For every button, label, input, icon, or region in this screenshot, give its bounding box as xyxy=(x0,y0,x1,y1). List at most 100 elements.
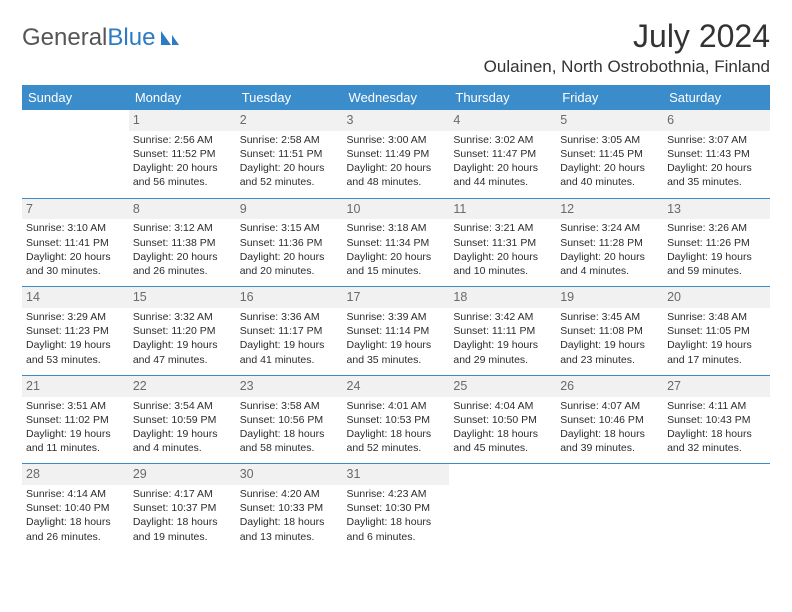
sunset-text: Sunset: 11:34 PM xyxy=(347,236,446,250)
day-number: 22 xyxy=(129,376,236,397)
day-number: 8 xyxy=(129,199,236,220)
day-number: 28 xyxy=(22,464,129,485)
sunrise-text: Sunrise: 3:26 AM xyxy=(667,221,766,235)
calendar-cell: 17Sunrise: 3:39 AMSunset: 11:14 PMDaylig… xyxy=(343,287,450,376)
calendar-cell xyxy=(663,464,770,552)
daylight-text: Daylight: 19 hours and 35 minutes. xyxy=(347,338,446,366)
daylight-text: Daylight: 19 hours and 41 minutes. xyxy=(240,338,339,366)
day-number: 12 xyxy=(556,199,663,220)
daylight-text: Daylight: 19 hours and 23 minutes. xyxy=(560,338,659,366)
day-number: 14 xyxy=(22,287,129,308)
sunrise-text: Sunrise: 3:48 AM xyxy=(667,310,766,324)
daylight-text: Daylight: 19 hours and 59 minutes. xyxy=(667,250,766,278)
day-header: Sunday xyxy=(22,85,129,110)
sunset-text: Sunset: 10:43 PM xyxy=(667,413,766,427)
calendar-cell xyxy=(449,464,556,552)
day-number: 17 xyxy=(343,287,450,308)
daylight-text: Daylight: 18 hours and 52 minutes. xyxy=(347,427,446,455)
sunset-text: Sunset: 10:53 PM xyxy=(347,413,446,427)
calendar-cell: 18Sunrise: 3:42 AMSunset: 11:11 PMDaylig… xyxy=(449,287,556,376)
day-number: 31 xyxy=(343,464,450,485)
day-number: 7 xyxy=(22,199,129,220)
sunset-text: Sunset: 11:43 PM xyxy=(667,147,766,161)
daylight-text: Daylight: 20 hours and 20 minutes. xyxy=(240,250,339,278)
logo-text-1: General xyxy=(22,24,107,52)
sunrise-text: Sunrise: 4:17 AM xyxy=(133,487,232,501)
sunset-text: Sunset: 11:49 PM xyxy=(347,147,446,161)
sunset-text: Sunset: 11:08 PM xyxy=(560,324,659,338)
sunset-text: Sunset: 10:30 PM xyxy=(347,501,446,515)
day-number: 27 xyxy=(663,376,770,397)
sunrise-text: Sunrise: 3:58 AM xyxy=(240,399,339,413)
calendar-cell: 29Sunrise: 4:17 AMSunset: 10:37 PMDaylig… xyxy=(129,464,236,552)
day-number: 30 xyxy=(236,464,343,485)
sunrise-text: Sunrise: 4:23 AM xyxy=(347,487,446,501)
header: GeneralBlue July 2024 Oulainen, North Os… xyxy=(22,18,770,77)
sunrise-text: Sunrise: 4:11 AM xyxy=(667,399,766,413)
day-number: 6 xyxy=(663,110,770,131)
calendar-cell: 9Sunrise: 3:15 AMSunset: 11:36 PMDayligh… xyxy=(236,198,343,287)
sunrise-text: Sunrise: 4:01 AM xyxy=(347,399,446,413)
calendar-cell: 15 Sunrise: 3:32 AMSunset: 11:20 PMDaylig… xyxy=(129,287,236,376)
sunrise-text: Sunrise: 3:39 AM xyxy=(347,310,446,324)
sunrise-text: Sunrise: 3:12 AM xyxy=(133,221,232,235)
sunset-text: Sunset: 11:26 PM xyxy=(667,236,766,250)
calendar-table: SundayMondayTuesdayWednesdayThursdayFrid… xyxy=(22,85,770,552)
month-title: July 2024 xyxy=(484,18,770,55)
sunrise-text: Sunrise: 3:07 AM xyxy=(667,133,766,147)
calendar-cell: 14Sunrise: 3:29 AMSunset: 11:23 PMDaylig… xyxy=(22,287,129,376)
sunrise-text: Sunrise: 2:56 AM xyxy=(133,133,232,147)
sunrise-text: Sunrise: 3:42 AM xyxy=(453,310,552,324)
calendar-cell: 1Sunrise: 2:56 AMSunset: 11:52 PMDayligh… xyxy=(129,110,236,198)
daylight-text: Daylight: 18 hours and 26 minutes. xyxy=(26,515,125,543)
sunset-text: Sunset: 11:28 PM xyxy=(560,236,659,250)
daylight-text: Daylight: 19 hours and 4 minutes. xyxy=(133,427,232,455)
daylight-text: Daylight: 20 hours and 26 minutes. xyxy=(133,250,232,278)
daylight-text: Daylight: 18 hours and 39 minutes. xyxy=(560,427,659,455)
logo: GeneralBlue xyxy=(22,18,181,52)
sunrise-text: Sunrise: 3:02 AM xyxy=(453,133,552,147)
day-header: Saturday xyxy=(663,85,770,110)
sunset-text: Sunset: 11:36 PM xyxy=(240,236,339,250)
day-number: 15 xyxy=(129,287,236,308)
calendar-cell: 31Sunrise: 4:23 AMSunset: 10:30 PMDaylig… xyxy=(343,464,450,552)
day-number: 10 xyxy=(343,199,450,220)
title-block: July 2024 Oulainen, North Ostrobothnia, … xyxy=(484,18,770,77)
calendar-cell: 13Sunrise: 3:26 AMSunset: 11:26 PMDaylig… xyxy=(663,198,770,287)
calendar-week: 21Sunrise: 3:51 AMSunset: 11:02 PMDaylig… xyxy=(22,375,770,464)
daylight-text: Daylight: 18 hours and 45 minutes. xyxy=(453,427,552,455)
sunset-text: Sunset: 10:50 PM xyxy=(453,413,552,427)
day-number: 24 xyxy=(343,376,450,397)
sunrise-text: Sunrise: 3:51 AM xyxy=(26,399,125,413)
calendar-cell: 12Sunrise: 3:24 AMSunset: 11:28 PMDaylig… xyxy=(556,198,663,287)
calendar-cell: 7Sunrise: 3:10 AMSunset: 11:41 PMDayligh… xyxy=(22,198,129,287)
daylight-text: Daylight: 20 hours and 30 minutes. xyxy=(26,250,125,278)
daylight-text: Daylight: 18 hours and 13 minutes. xyxy=(240,515,339,543)
calendar-cell: 19Sunrise: 3:45 AMSunset: 11:08 PMDaylig… xyxy=(556,287,663,376)
daylight-text: Daylight: 19 hours and 47 minutes. xyxy=(133,338,232,366)
daylight-text: Daylight: 18 hours and 19 minutes. xyxy=(133,515,232,543)
calendar-cell: 25Sunrise: 4:04 AMSunset: 10:50 PMDaylig… xyxy=(449,375,556,464)
sunset-text: Sunset: 11:47 PM xyxy=(453,147,552,161)
calendar-cell: 20Sunrise: 3:48 AMSunset: 11:05 PMDaylig… xyxy=(663,287,770,376)
sunset-text: Sunset: 10:37 PM xyxy=(133,501,232,515)
calendar-cell: 26Sunrise: 4:07 AMSunset: 10:46 PMDaylig… xyxy=(556,375,663,464)
sunset-text: Sunset: 11:38 PM xyxy=(133,236,232,250)
calendar-cell: 8Sunrise: 3:12 AMSunset: 11:38 PMDayligh… xyxy=(129,198,236,287)
day-header: Tuesday xyxy=(236,85,343,110)
sunrise-text: Sunrise: 3:15 AM xyxy=(240,221,339,235)
day-header: Monday xyxy=(129,85,236,110)
day-number: 5 xyxy=(556,110,663,131)
day-number: 3 xyxy=(343,110,450,131)
daylight-text: Daylight: 20 hours and 56 minutes. xyxy=(133,161,232,189)
sunrise-text: Sunrise: 3:32 AM xyxy=(133,310,232,324)
sunrise-text: Sunrise: 3:18 AM xyxy=(347,221,446,235)
sunset-text: Sunset: 10:33 PM xyxy=(240,501,339,515)
calendar-cell: 21Sunrise: 3:51 AMSunset: 11:02 PMDaylig… xyxy=(22,375,129,464)
sunrise-text: Sunrise: 3:05 AM xyxy=(560,133,659,147)
sunset-text: Sunset: 11:20 PM xyxy=(133,324,232,338)
day-header: Thursday xyxy=(449,85,556,110)
calendar-cell: 24 Sunrise: 4:01 AMSunset: 10:53 PMDaylig… xyxy=(343,375,450,464)
sunrise-text: Sunrise: 3:54 AM xyxy=(133,399,232,413)
daylight-text: Daylight: 20 hours and 4 minutes. xyxy=(560,250,659,278)
